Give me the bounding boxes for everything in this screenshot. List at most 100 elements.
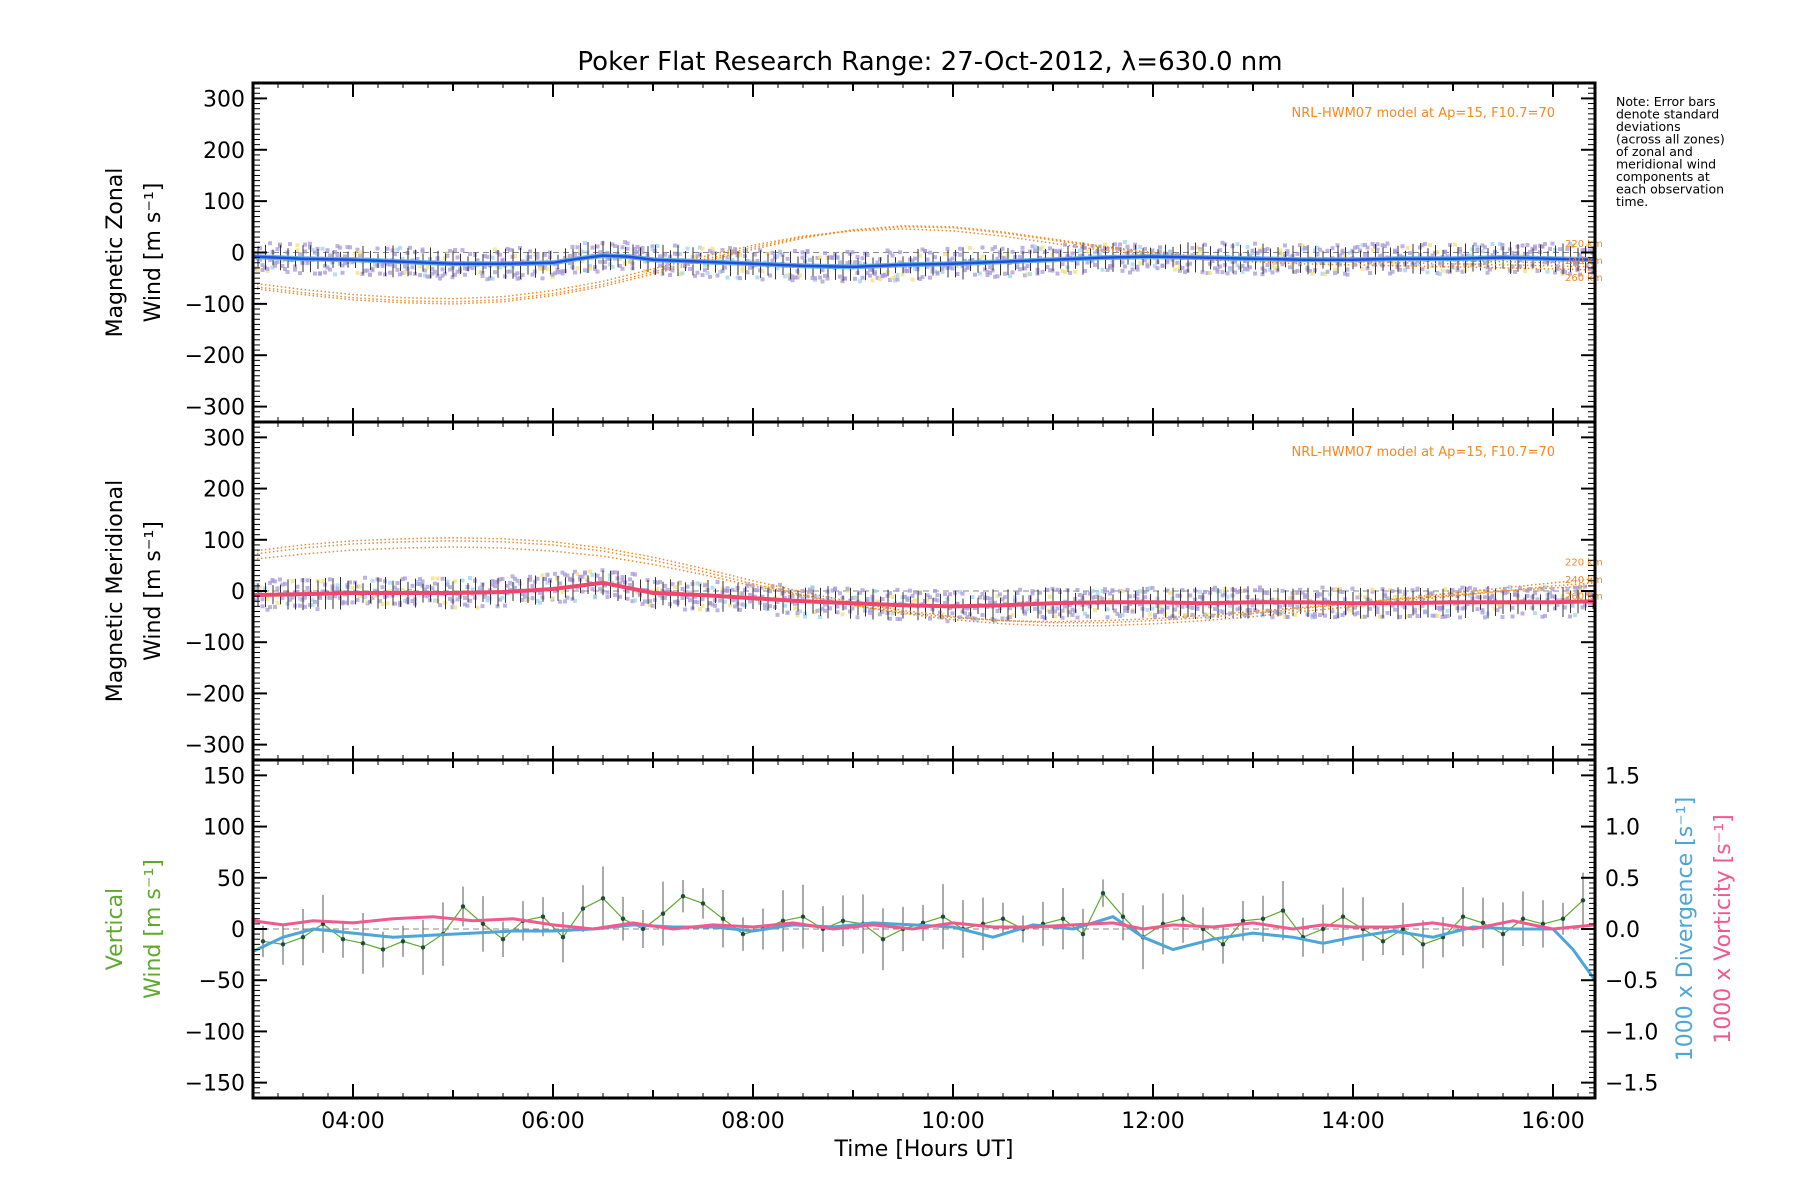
zone-point — [1553, 270, 1557, 275]
zone-point — [1583, 584, 1587, 589]
altitude-label: 260 km — [1565, 591, 1603, 602]
zone-point — [398, 245, 402, 250]
vertical-wind-point — [640, 926, 646, 932]
zone-point — [1325, 269, 1330, 274]
zone-point — [563, 599, 567, 604]
vertical-wind-point — [620, 916, 626, 921]
zone-point — [1175, 260, 1180, 265]
zone-point — [1210, 587, 1215, 592]
zone-point — [1100, 267, 1105, 272]
zone-point — [1158, 245, 1162, 250]
zone-point — [620, 575, 625, 580]
zone-point — [388, 270, 392, 275]
zone-point — [865, 596, 870, 601]
zone-point — [590, 572, 595, 577]
zone-point — [1070, 612, 1075, 617]
zone-point — [298, 271, 302, 276]
zone-point — [303, 242, 307, 247]
zone-point — [1055, 587, 1060, 592]
zone-point — [1008, 274, 1012, 279]
zone-point — [595, 573, 600, 578]
zone-point — [1195, 606, 1200, 611]
zone-point — [1460, 253, 1465, 258]
y2-axis-title-vorticity: 1000 x Vorticity [s⁻¹] — [1711, 814, 1736, 1044]
zone-point — [920, 275, 925, 280]
zone-point — [1315, 245, 1320, 250]
zone-point — [1513, 593, 1517, 598]
zone-point — [948, 265, 952, 270]
zone-point — [628, 259, 632, 264]
zone-point — [565, 595, 570, 600]
zone-point — [923, 248, 927, 253]
vertical-wind-point — [1320, 926, 1326, 932]
zone-point — [1158, 604, 1162, 609]
zone-point — [415, 256, 420, 261]
zone-point — [805, 250, 810, 255]
zone-point — [793, 606, 797, 611]
zone-point — [1128, 248, 1132, 253]
y2-axis-title-divergence: 1000 x Divergence [s⁻¹] — [1673, 797, 1698, 1061]
zone-point — [1218, 264, 1222, 269]
note-line: denote standard — [1616, 107, 1719, 122]
zone-point — [998, 592, 1002, 597]
zone-point — [513, 576, 517, 581]
vertical-wind-point — [1420, 942, 1426, 947]
zone-point — [1250, 598, 1255, 603]
zone-point — [663, 583, 667, 588]
zone-point — [1023, 609, 1027, 614]
zone-point — [815, 595, 820, 600]
zone-point — [535, 576, 540, 581]
zone-point — [640, 245, 645, 250]
zone-point — [943, 592, 947, 597]
zone-point — [993, 274, 997, 279]
zone-point — [760, 277, 765, 282]
zone-point — [333, 272, 337, 277]
zone-point — [1345, 272, 1350, 277]
plot-area — [253, 866, 1595, 982]
vertical-wind-point — [840, 918, 846, 924]
zone-point — [403, 264, 407, 269]
zone-point — [740, 602, 745, 607]
vertical-wind-point — [1400, 926, 1406, 932]
zone-point — [1038, 610, 1042, 615]
zone-point — [625, 246, 630, 251]
zone-point — [933, 588, 937, 593]
zone-point — [850, 250, 855, 255]
zone-point — [1325, 248, 1330, 253]
zone-point — [678, 251, 682, 256]
zone-point — [1075, 261, 1080, 266]
zone-point — [1368, 598, 1372, 603]
zone-point — [290, 579, 295, 584]
zone-point — [305, 585, 310, 590]
zone-point — [1118, 589, 1122, 594]
zone-point — [1333, 587, 1337, 592]
zone-point — [550, 596, 555, 601]
zone-point — [1525, 594, 1530, 599]
zone-point — [1253, 588, 1257, 593]
zone-point — [1145, 607, 1150, 612]
zone-point — [748, 599, 752, 604]
zone-point — [1458, 246, 1462, 251]
zone-point — [1268, 267, 1272, 272]
zone-point — [530, 272, 535, 277]
zone-point — [1263, 248, 1267, 253]
zone-point — [423, 593, 427, 598]
zone-point — [1500, 615, 1505, 620]
zone-point — [823, 608, 827, 613]
zone-point — [988, 265, 992, 270]
zone-point — [868, 610, 872, 615]
zone-point — [943, 252, 947, 257]
zone-point — [1528, 249, 1532, 254]
zone-point — [403, 270, 407, 275]
zone-point — [790, 274, 795, 279]
zone-point — [1108, 591, 1112, 596]
zone-point — [493, 270, 497, 275]
zone-point — [1155, 266, 1160, 271]
y-tick-label: 150 — [203, 764, 245, 789]
vertical-wind-point — [340, 937, 346, 942]
vertical-wind-point — [940, 914, 946, 919]
zone-point — [798, 273, 802, 278]
zone-point — [423, 587, 427, 592]
zone-point — [370, 578, 375, 583]
zone-point — [655, 580, 660, 585]
